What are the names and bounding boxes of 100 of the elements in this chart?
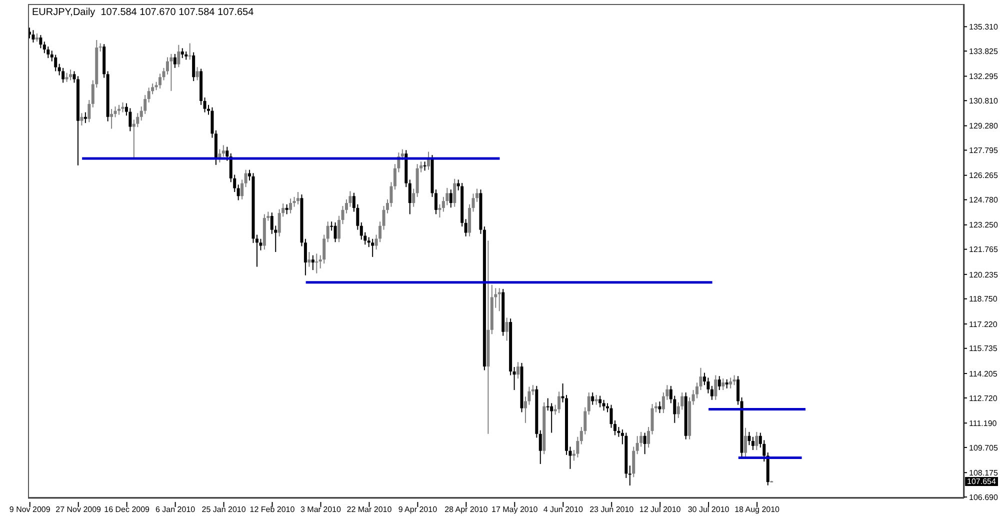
chart-title: EURJPY,Daily 107.584 107.670 107.584 107.654 bbox=[32, 7, 254, 18]
candlestick bbox=[80, 112, 84, 126]
candlestick bbox=[326, 221, 330, 243]
candlestick bbox=[255, 234, 258, 268]
x-tick-label: 27 Nov 2009 bbox=[56, 505, 102, 514]
candlestick bbox=[128, 108, 132, 132]
x-tick-label: 16 Dec 2009 bbox=[104, 505, 150, 514]
candlestick bbox=[610, 404, 613, 428]
candlestick bbox=[658, 401, 662, 414]
candlestick bbox=[196, 66, 199, 81]
x-tick-label: 23 Jun 2010 bbox=[590, 505, 634, 514]
candlestick bbox=[512, 366, 516, 391]
y-tick-label: 112.720 bbox=[969, 394, 998, 403]
candlestick bbox=[54, 54, 58, 72]
y-tick-label: 132.295 bbox=[969, 72, 998, 82]
candlestick bbox=[732, 374, 736, 386]
candlestick bbox=[311, 254, 314, 271]
y-tick-label: 123.250 bbox=[969, 220, 998, 230]
y-tick-label: 108.175 bbox=[969, 468, 998, 478]
candlestick bbox=[538, 430, 542, 464]
candlestick bbox=[315, 253, 318, 274]
candlestick bbox=[744, 427, 747, 458]
x-tick-label: 9 Apr 2010 bbox=[398, 505, 438, 514]
candlestick bbox=[498, 288, 501, 312]
x-tick-label: 12 Jul 2010 bbox=[639, 505, 682, 514]
x-tick-label: 18 Aug 2010 bbox=[734, 505, 780, 514]
candlestick bbox=[180, 48, 184, 59]
candlestick bbox=[203, 97, 206, 113]
x-tick-label: 9 Nov 2009 bbox=[9, 505, 51, 514]
candlestick bbox=[110, 108, 114, 130]
candlestick bbox=[39, 34, 42, 49]
candlestick bbox=[72, 70, 76, 84]
candlestick bbox=[121, 102, 124, 113]
candlestick bbox=[736, 376, 740, 406]
candlestick bbox=[292, 196, 296, 208]
x-tick-label: 3 Mar 2010 bbox=[300, 505, 342, 514]
y-tick-label: 121.765 bbox=[969, 245, 998, 254]
candlestick bbox=[755, 431, 758, 451]
candlestick bbox=[546, 398, 550, 412]
y-tick-label: 114.205 bbox=[969, 369, 998, 378]
candlestick bbox=[591, 392, 594, 406]
candlestick bbox=[453, 178, 456, 208]
x-tick-label: 4 Jun 2010 bbox=[543, 505, 584, 514]
y-tick-label: 133.825 bbox=[969, 46, 998, 56]
y-tick-label: 120.235 bbox=[969, 270, 998, 280]
candlestick bbox=[147, 87, 150, 103]
candlestick bbox=[449, 189, 452, 208]
candlestick bbox=[647, 426, 650, 448]
candlestick bbox=[226, 146, 229, 162]
candlestick bbox=[371, 238, 374, 258]
candlestick bbox=[170, 53, 173, 92]
candlestick bbox=[244, 169, 248, 188]
candlestick bbox=[236, 184, 240, 201]
candlestick bbox=[188, 42, 192, 60]
candlestick bbox=[69, 69, 72, 81]
y-tick-label: 135.310 bbox=[969, 22, 998, 32]
candlestick bbox=[334, 222, 337, 243]
candlestick bbox=[408, 179, 412, 215]
candlestick bbox=[464, 218, 468, 237]
candlestick bbox=[558, 391, 561, 414]
x-tick-label: 12 Feb 2010 bbox=[250, 505, 296, 514]
candlestick bbox=[576, 436, 580, 458]
candlestick bbox=[587, 392, 590, 416]
candlestick bbox=[650, 404, 654, 435]
candlestick bbox=[643, 432, 646, 455]
candlestick bbox=[114, 106, 117, 118]
candlestick bbox=[285, 204, 288, 215]
x-tick-label: 28 Apr 2010 bbox=[444, 505, 488, 514]
candlestick bbox=[88, 99, 91, 123]
candlestick bbox=[210, 106, 214, 138]
candlestick bbox=[516, 362, 520, 380]
candlestick bbox=[304, 238, 307, 276]
candlestick bbox=[628, 465, 632, 486]
candlestick bbox=[729, 377, 732, 389]
candlestick bbox=[718, 376, 721, 391]
candlestick bbox=[173, 53, 176, 68]
candlestick bbox=[505, 317, 508, 342]
candlestick bbox=[412, 188, 416, 208]
candlestick bbox=[222, 144, 225, 158]
y-tick-label: 129.280 bbox=[969, 122, 998, 131]
y-tick-label: 118.750 bbox=[969, 294, 998, 304]
candlestick bbox=[751, 436, 754, 451]
candlestick bbox=[289, 198, 292, 214]
candlestick bbox=[613, 420, 616, 436]
candlestick bbox=[725, 378, 728, 389]
candlestick bbox=[240, 179, 244, 200]
y-tick-label: 127.795 bbox=[969, 146, 998, 156]
candlestick bbox=[598, 395, 602, 408]
candlestick bbox=[42, 41, 46, 54]
x-tick-label: 17 May 2010 bbox=[492, 505, 538, 514]
x-tick-label: 6 Jan 2010 bbox=[156, 505, 196, 514]
candlestick bbox=[594, 394, 598, 406]
y-tick-label: 111.190 bbox=[969, 418, 998, 428]
x-tick-label: 25 Jan 2010 bbox=[202, 505, 246, 514]
text: 107.654 bbox=[965, 477, 998, 486]
candlestick bbox=[438, 204, 442, 218]
y-tick-label: 115.735 bbox=[969, 344, 998, 354]
candlestick bbox=[32, 30, 35, 43]
candlestick bbox=[84, 112, 87, 124]
x-tick-label: 30 Jul 2010 bbox=[688, 505, 730, 514]
